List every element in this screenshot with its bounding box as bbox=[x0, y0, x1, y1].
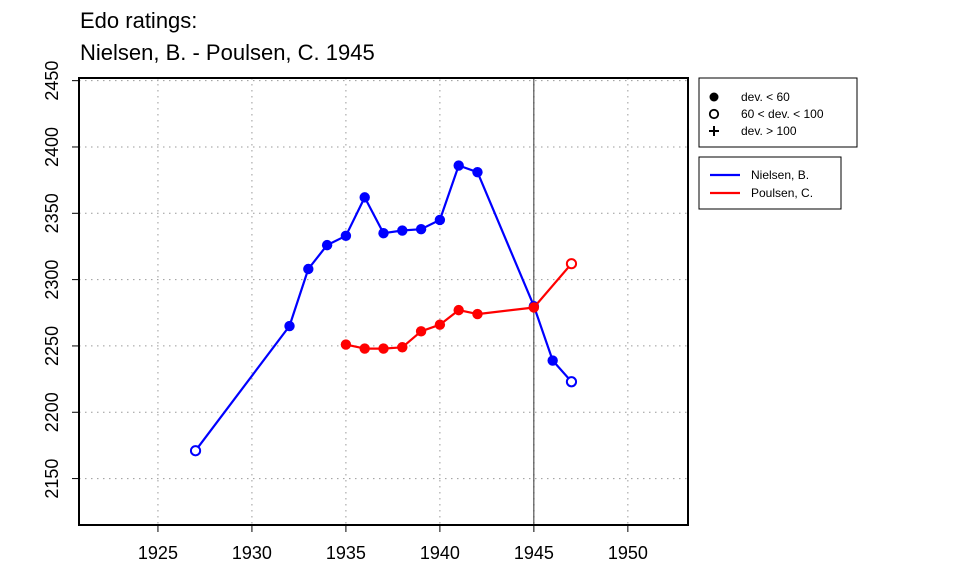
x-tick-label-1950: 1950 bbox=[608, 543, 648, 563]
data-point-0-3 bbox=[321, 239, 333, 251]
data-point-1-6 bbox=[453, 304, 464, 316]
data-point-0-14 bbox=[565, 376, 578, 388]
marker-legend-label-0: dev. < 60 bbox=[741, 90, 790, 104]
data-point-1-3 bbox=[397, 342, 408, 353]
y-axis-ticks: 2150 2200 2250 2300 2350 2400 2450 bbox=[42, 61, 79, 499]
series-legend: Nielsen, B. Poulsen, C. bbox=[698, 156, 842, 210]
data-point-1-8 bbox=[528, 302, 540, 313]
data-point-0-8 bbox=[415, 224, 427, 235]
data-point-1-0 bbox=[340, 339, 352, 350]
series-layer bbox=[189, 160, 578, 457]
data-point-1-4 bbox=[415, 326, 427, 337]
plot-frame bbox=[78, 77, 689, 526]
data-point-0-5 bbox=[359, 192, 370, 203]
data-point-0-11 bbox=[472, 166, 483, 178]
y-tick-label-2400: 2400 bbox=[42, 127, 62, 167]
data-point-0-6 bbox=[378, 227, 389, 239]
data-point-0-10 bbox=[453, 160, 464, 171]
data-point-0-13 bbox=[547, 355, 558, 366]
data-point-0-2 bbox=[303, 263, 314, 275]
series-nielsen bbox=[189, 160, 578, 457]
data-point-0-1 bbox=[284, 320, 295, 332]
chart-title-line-2: Nielsen, B. - Poulsen, C. 1945 bbox=[80, 40, 375, 65]
series-legend-box bbox=[698, 156, 842, 210]
x-tick-label-1925: 1925 bbox=[138, 543, 178, 563]
y-tick-label-2300: 2300 bbox=[42, 260, 62, 300]
series-legend-label-0: Nielsen, B. bbox=[751, 168, 809, 182]
data-point-1-5 bbox=[434, 319, 446, 330]
legend-filled-circle-icon bbox=[709, 92, 719, 102]
legend-open-circle-icon bbox=[708, 108, 720, 120]
x-tick-label-1940: 1940 bbox=[420, 543, 460, 563]
data-point-1-7 bbox=[472, 308, 483, 320]
marker-legend-box bbox=[698, 77, 858, 148]
series-line-1 bbox=[345, 262, 573, 350]
data-point-1-9 bbox=[565, 258, 578, 270]
data-point-1-1 bbox=[359, 343, 370, 354]
y-tick-label-2450: 2450 bbox=[42, 61, 62, 101]
data-point-1-2 bbox=[378, 343, 389, 354]
data-point-0-4 bbox=[340, 230, 352, 242]
data-point-0-0 bbox=[189, 445, 202, 457]
data-point-0-7 bbox=[397, 225, 408, 236]
chart-title-line-1: Edo ratings: bbox=[80, 8, 197, 33]
x-axis-ticks: 1925 1930 1935 1940 1945 1950 bbox=[138, 525, 648, 563]
marker-legend-label-1: 60 < dev. < 100 bbox=[741, 107, 824, 121]
marker-legend-label-2: dev. > 100 bbox=[741, 124, 797, 138]
x-tick-label-1930: 1930 bbox=[232, 543, 272, 563]
marker-legend: dev. < 60 60 < dev. < 100 dev. > 100 bbox=[698, 77, 858, 148]
y-tick-label-2250: 2250 bbox=[42, 326, 62, 366]
series-line-0 bbox=[194, 164, 573, 452]
y-tick-label-2150: 2150 bbox=[42, 459, 62, 499]
grid-lines bbox=[79, 78, 688, 525]
x-tick-label-1935: 1935 bbox=[326, 543, 366, 563]
data-point-0-9 bbox=[434, 214, 446, 226]
y-tick-label-2200: 2200 bbox=[42, 392, 62, 432]
series-legend-label-1: Poulsen, C. bbox=[751, 186, 813, 200]
legend-plus-icon bbox=[709, 126, 719, 136]
y-tick-label-2350: 2350 bbox=[42, 193, 62, 233]
x-tick-label-1945: 1945 bbox=[514, 543, 554, 563]
series-poulsen bbox=[340, 258, 578, 354]
